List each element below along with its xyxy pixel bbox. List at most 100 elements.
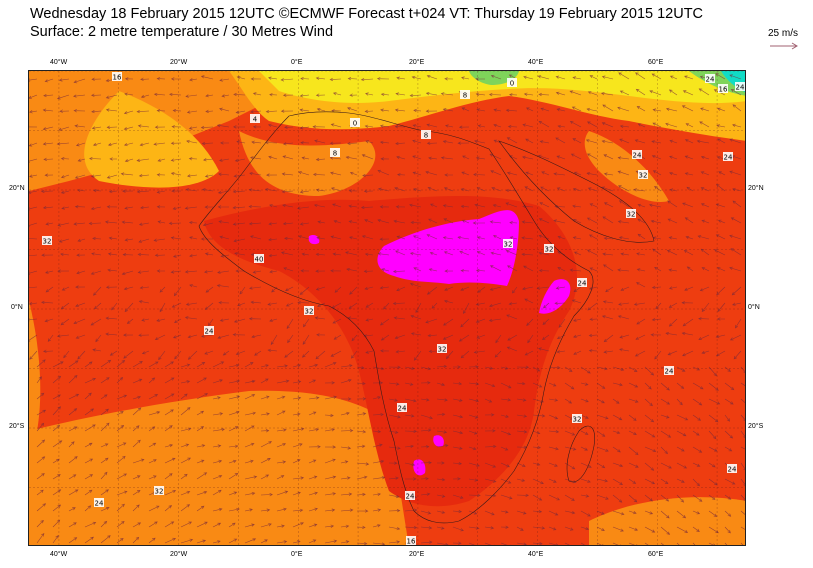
wind-arrow <box>596 398 605 404</box>
wind-arrow <box>665 332 678 336</box>
wind-arrow <box>740 398 745 404</box>
wind-arrow <box>172 109 182 113</box>
wind-arrow <box>556 187 566 192</box>
wind-arrow <box>148 411 161 416</box>
lat-tick-left: 20°N <box>9 185 25 192</box>
wind-arrow <box>628 366 638 372</box>
wind-arrow <box>217 270 230 274</box>
wind-arrow <box>250 77 262 81</box>
wind-arrow <box>298 235 310 240</box>
wind-arrow <box>473 350 486 354</box>
wind-arrow <box>74 174 86 179</box>
wind-arrow <box>212 444 222 448</box>
wind-arrow <box>538 251 550 256</box>
contour-label: 40 <box>255 256 264 264</box>
wind-arrow <box>92 348 102 352</box>
wind-arrow <box>164 409 174 416</box>
wind-arrow <box>452 398 463 402</box>
wind-arrow <box>123 110 134 115</box>
wind-arrow <box>538 120 550 128</box>
wind-arrow <box>521 252 534 257</box>
wind-arrow <box>692 398 703 406</box>
wind-arrow <box>532 430 541 435</box>
wind-arrow <box>716 317 725 321</box>
wind-arrow <box>512 286 518 294</box>
wind-arrow <box>676 494 685 503</box>
wind-arrow <box>492 235 502 240</box>
wind-arrow <box>121 220 134 224</box>
wind-arrow <box>379 124 390 128</box>
wind-arrow <box>356 475 368 480</box>
wind-arrow <box>212 507 223 512</box>
wind-arrow <box>436 478 446 482</box>
wind-arrow <box>437 461 445 465</box>
wind-arrow <box>660 462 672 469</box>
wind-arrow <box>180 457 191 464</box>
wind-arrow <box>228 444 239 448</box>
wind-arrow <box>603 154 614 160</box>
wind-arrow <box>484 510 495 516</box>
wind-arrow <box>100 489 109 496</box>
wind-arrow <box>185 302 198 306</box>
wind-arrow <box>132 361 143 368</box>
wind-arrow <box>668 89 678 96</box>
wind-arrow <box>601 315 614 320</box>
lon-tick-top: 60°E <box>648 59 664 66</box>
wind-arrow <box>52 519 61 528</box>
wind-arrow <box>164 377 175 384</box>
wind-arrow <box>668 302 678 308</box>
wind-arrow <box>612 446 621 453</box>
wind-arrow <box>548 542 559 545</box>
wind-arrow <box>36 359 46 368</box>
wind-arrow <box>573 318 582 322</box>
wind-arrow <box>388 540 401 544</box>
wind-arrow <box>541 171 550 176</box>
wind-arrow <box>185 188 198 192</box>
wind-arrow <box>696 139 710 144</box>
wind-arrow <box>29 94 38 99</box>
wind-arrow <box>349 93 358 97</box>
wind-arrow <box>299 108 310 112</box>
wind-arrow <box>42 142 54 146</box>
wind-arrow <box>84 489 93 496</box>
wind-arrow <box>420 381 431 385</box>
wind-arrow <box>732 123 742 128</box>
wind-arrow <box>436 542 449 545</box>
wind-arrow <box>84 361 93 368</box>
wind-arrow <box>652 108 662 112</box>
wind-arrow <box>569 268 582 272</box>
wind-arrow <box>148 537 156 544</box>
wind-arrow <box>196 539 207 544</box>
wind-arrow <box>628 526 639 531</box>
wind-arrow <box>660 510 670 519</box>
wind-arrow <box>601 75 614 80</box>
wind-arrow <box>364 219 374 224</box>
wind-arrow <box>156 269 166 273</box>
contour-label: 8 <box>463 92 467 100</box>
wind-arrow <box>557 235 566 240</box>
contour-label-box <box>330 148 340 157</box>
wind-arrow <box>618 302 630 306</box>
wind-arrow <box>132 522 142 528</box>
wind-arrow <box>580 382 589 386</box>
wind-arrow <box>300 77 310 81</box>
wind-arrow <box>724 446 733 452</box>
contour-label-box <box>112 72 122 81</box>
wind-arrow <box>324 381 336 385</box>
contour-label-box <box>406 536 416 545</box>
wind-arrow <box>212 489 222 496</box>
wind-arrow <box>730 89 742 96</box>
wind-arrow <box>132 536 140 544</box>
contour-label: 32 <box>43 238 52 246</box>
contour-label: 0 <box>510 80 514 88</box>
wind-arrow <box>522 155 534 160</box>
wind-arrow <box>282 204 294 208</box>
wind-arrow <box>603 172 614 176</box>
lon-tick-top: 0°E <box>291 59 303 66</box>
wind-arrow <box>676 414 689 421</box>
wind-arrow <box>159 286 166 293</box>
wind-arrow <box>170 158 182 162</box>
wind-arrow <box>541 334 550 340</box>
wind-arrow <box>564 398 573 404</box>
wind-arrow <box>298 171 310 176</box>
